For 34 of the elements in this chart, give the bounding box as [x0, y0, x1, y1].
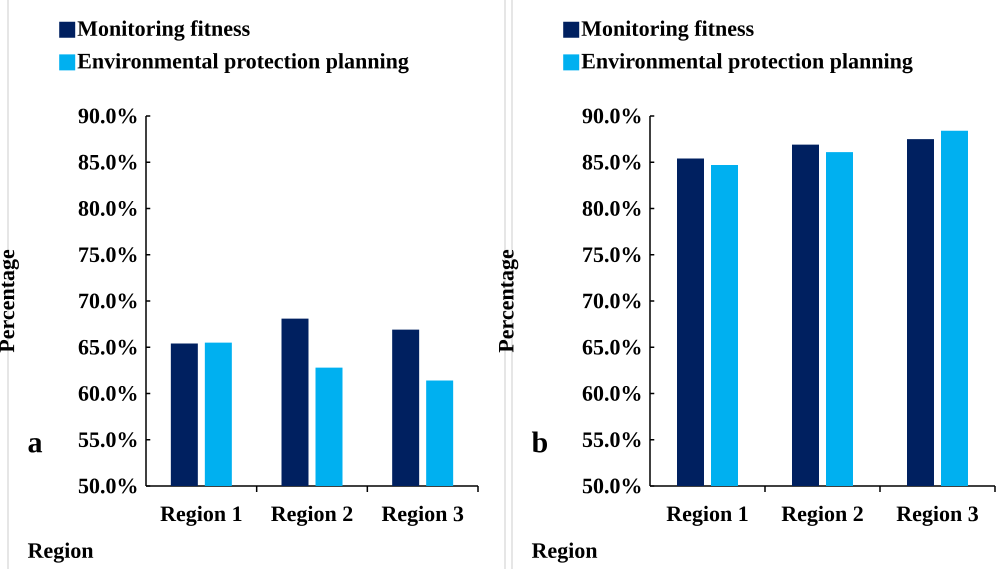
x-tick-label: Region 1: [666, 506, 748, 526]
x-tick-label: Region 3: [382, 506, 464, 526]
y-tick-label: 90.0%: [78, 108, 136, 124]
y-tick-label: 90.0%: [582, 108, 640, 124]
x-axis-title: Region: [532, 542, 598, 563]
y-tick-label: 50.0%: [78, 478, 136, 494]
y-tick-label: 75.0%: [583, 247, 640, 262]
text: a: [28, 438, 42, 453]
x-tick-label: Region 3: [896, 506, 978, 526]
text: b: [532, 431, 547, 453]
y-tick-label: 50.0%: [582, 478, 640, 494]
y-tick-label: 75.0%: [79, 247, 136, 262]
legend-label: Monitoring fitness: [582, 20, 754, 41]
y-tick-label: 65.0%: [582, 340, 640, 355]
y-tick-label: 55.0%: [78, 432, 136, 448]
y-tick-label: 65.0%: [78, 340, 136, 355]
x-tick-label: Region 2: [782, 506, 863, 526]
y-axis-title: Percentage: [0, 250, 19, 352]
x-tick-label: Region 1: [160, 506, 242, 526]
y-tick-label: 60.0%: [582, 386, 640, 401]
y-tick-label: 85.0%: [78, 154, 136, 170]
x-tick-label: Region 2: [271, 506, 352, 526]
legend-label: Environmental protection planning: [78, 53, 409, 74]
y-tick-label: 60.0%: [78, 386, 136, 401]
y-tick-label: 70.0%: [583, 294, 640, 308]
y-axis-title: Percentage: [499, 250, 518, 352]
y-tick-label: 55.0%: [582, 432, 640, 448]
y-tick-label: 70.0%: [79, 294, 136, 308]
x-axis-title: Region: [28, 542, 94, 563]
legend-label: Monitoring fitness: [78, 20, 250, 41]
y-tick-label: 80.0%: [582, 201, 640, 216]
y-tick-label: 85.0%: [582, 154, 640, 170]
y-tick-label: 80.0%: [78, 201, 136, 216]
legend-label: Environmental protection planning: [582, 53, 913, 74]
